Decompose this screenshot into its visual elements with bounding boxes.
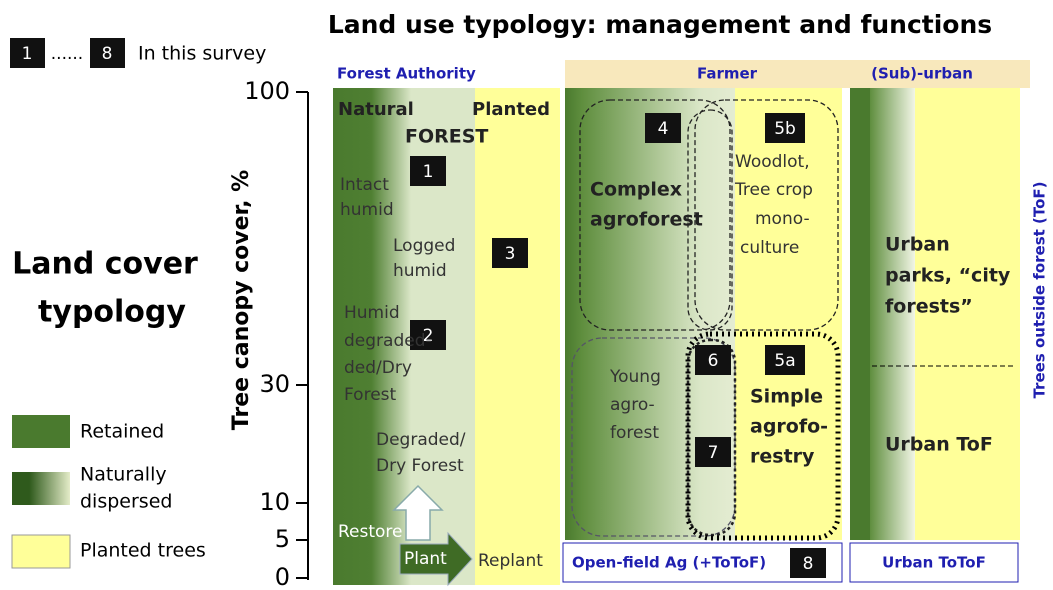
group-outline: [686, 338, 737, 537]
badge-text: 2: [423, 326, 434, 346]
label: ded/Dry: [344, 358, 412, 378]
label: parks, “city: [885, 265, 1011, 287]
badge-text: 1: [22, 44, 33, 64]
planted-area: [735, 88, 842, 540]
badge-text: 7: [708, 443, 719, 463]
label: agrofo-: [750, 416, 828, 438]
tick-label: 30: [259, 370, 290, 398]
planted-area: [915, 88, 1020, 540]
header: (Sub)-urban: [871, 65, 973, 83]
badge: [410, 320, 446, 350]
land-cover: typology: [38, 295, 186, 330]
badge: [790, 548, 826, 578]
label: Degraded/: [376, 430, 466, 450]
header-band: [565, 60, 1030, 88]
legend-swatch: [12, 472, 70, 505]
badge-text: 1: [423, 162, 434, 182]
label: Plant: [404, 549, 447, 569]
agroforest-area: [565, 88, 735, 540]
label: Intact: [340, 175, 389, 195]
label: FOREST: [405, 126, 488, 148]
retained-strip: [850, 88, 870, 540]
legend-label: Retained: [80, 421, 164, 443]
tick-label: 5: [275, 525, 290, 553]
label: Natural: [338, 99, 414, 120]
badge: [695, 345, 731, 375]
label: mono-: [755, 209, 810, 229]
tick-label: 100: [244, 77, 290, 105]
badge: [695, 437, 731, 467]
label: Planted: [472, 99, 550, 120]
badge: [410, 156, 446, 186]
header: Forest Authority: [337, 65, 476, 83]
urban-totof-box: [849, 542, 1019, 583]
label: humid: [393, 261, 447, 281]
legend-label: dispersed: [80, 491, 172, 513]
label: agro-: [610, 395, 655, 415]
badge: [90, 38, 125, 68]
label: degraded-: [344, 331, 432, 351]
label: Dry Forest: [376, 456, 464, 476]
badge-text: 5a: [774, 351, 795, 371]
badge-text: 4: [658, 119, 669, 139]
badge: [765, 345, 805, 375]
group-outline: [687, 109, 733, 331]
label: Humid: [344, 303, 400, 323]
planted-forest: [475, 88, 560, 585]
badge: [492, 238, 528, 268]
legend-swatch: [12, 415, 70, 448]
group-outline: [694, 99, 839, 331]
label: Urban: [885, 234, 950, 256]
badge-text: 3: [505, 244, 516, 264]
label: agroforest: [590, 209, 703, 231]
badge: [765, 113, 805, 143]
tick-label: 0: [275, 563, 290, 590]
label: Urban ToF: [885, 434, 993, 456]
label: forests”: [885, 296, 973, 318]
label: Restore: [338, 522, 403, 542]
side-label: Trees outside forest (ToF): [1031, 181, 1049, 398]
label: culture: [740, 238, 799, 258]
land-cover: Land cover: [12, 247, 198, 282]
restore-arrow: [392, 484, 444, 541]
legend-label: Planted trees: [80, 540, 206, 562]
badge-text: 6: [708, 351, 719, 371]
badge-text: 5b: [774, 119, 796, 139]
dispersed-strip: [870, 88, 915, 540]
header: Farmer: [697, 65, 758, 83]
label: Logged: [393, 236, 455, 256]
label: Complex: [590, 179, 682, 201]
badge-text: 8: [102, 44, 113, 64]
label: Replant: [478, 551, 543, 571]
label: Young: [609, 367, 661, 387]
legend-swatch: [11, 534, 71, 569]
legend-label: Naturally: [80, 464, 167, 486]
dots: ......: [51, 44, 83, 64]
badge: [645, 113, 681, 143]
label: Open-field Ag (+ToToF): [572, 554, 766, 572]
label: forest: [610, 423, 659, 443]
y-axis-label: Tree canopy cover, %: [229, 170, 254, 430]
label: Tree crop: [734, 180, 813, 200]
survey-label: In this survey: [138, 43, 266, 65]
badge-text: 8: [803, 554, 814, 574]
plant-arrow: [399, 531, 473, 587]
label: Simple: [750, 386, 823, 408]
badge: [10, 38, 45, 68]
title: Land use typology: management and functi…: [328, 10, 992, 39]
label: Urban ToToF: [882, 554, 986, 572]
group-outline: [579, 99, 731, 331]
tick-label: 10: [259, 488, 290, 516]
label: restry: [750, 446, 815, 468]
group-outline: [571, 337, 736, 537]
label: humid: [340, 200, 394, 220]
label: Forest: [344, 385, 397, 405]
label: Woodlot,: [735, 152, 810, 172]
